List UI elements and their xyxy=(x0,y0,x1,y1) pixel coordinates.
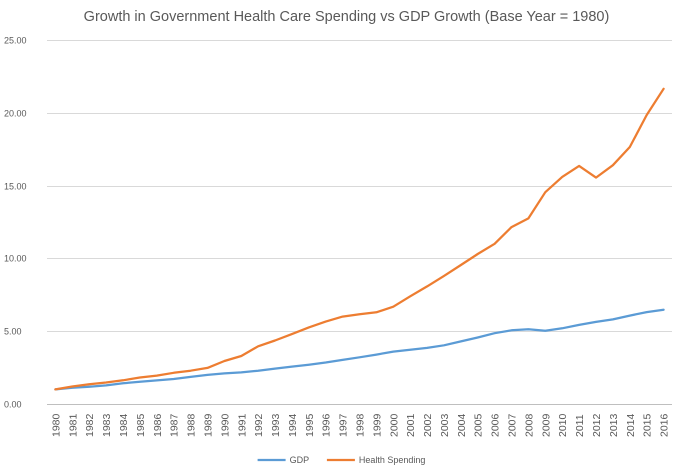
x-tick-label: 2000 xyxy=(388,413,400,437)
y-tick-label: 5.00 xyxy=(4,327,22,337)
x-tick-label: 2010 xyxy=(557,413,569,437)
series-line-gdp xyxy=(54,308,665,391)
x-tick-label: 2004 xyxy=(456,413,468,437)
x-tick-label: 2011 xyxy=(574,414,586,437)
x-tick-label: 1988 xyxy=(186,413,198,437)
x-tick-label: 1981 xyxy=(67,413,79,437)
x-tick-label: 1983 xyxy=(101,413,113,437)
x-tick-label: 2013 xyxy=(608,413,620,437)
x-tick-label: 1985 xyxy=(135,413,147,437)
y-tick-label: 0.00 xyxy=(4,400,22,410)
x-tick-label: 2015 xyxy=(642,413,654,437)
x-tick-label: 1982 xyxy=(84,413,96,437)
y-tick-label: 10.00 xyxy=(4,254,27,264)
x-tick-label: 2005 xyxy=(473,413,485,437)
x-tick-label: 1991 xyxy=(236,413,248,437)
x-tick-label: 2006 xyxy=(490,413,502,437)
x-tick-label: 1984 xyxy=(118,413,130,437)
x-tick-label: 1995 xyxy=(304,413,316,437)
x-tick-label: 2003 xyxy=(439,413,451,437)
x-tick-label: 1992 xyxy=(253,413,265,437)
series-line-health-spending xyxy=(54,87,665,391)
x-tick-label: 2009 xyxy=(540,413,552,437)
x-tick-label: 1990 xyxy=(219,413,231,437)
x-tick-label: 2012 xyxy=(591,413,603,437)
y-tick-label: 15.00 xyxy=(4,182,27,192)
x-tick-label: 2016 xyxy=(659,413,671,437)
x-tick-label: 2014 xyxy=(625,413,637,437)
legend-label: Health Spending xyxy=(359,455,426,465)
x-tick-label: 2001 xyxy=(405,413,417,437)
x-tick-label: 1980 xyxy=(50,413,62,437)
x-tick-label: 1987 xyxy=(169,413,181,437)
x-tick-label: 1986 xyxy=(152,413,164,437)
x-tick-label: 1997 xyxy=(338,413,350,437)
x-tick-label: 1999 xyxy=(371,413,383,437)
x-tick-label: 1998 xyxy=(355,413,367,437)
x-tick-label: 1996 xyxy=(321,413,333,437)
x-tick-label: 1993 xyxy=(270,413,282,437)
x-tick-label: 1989 xyxy=(202,413,214,437)
x-tick-label: 2007 xyxy=(507,413,519,437)
chart-title: Growth in Government Health Care Spendin… xyxy=(83,9,610,25)
x-tick-label: 1994 xyxy=(287,413,299,437)
y-tick-label: 20.00 xyxy=(4,109,27,119)
x-tick-label: 2002 xyxy=(422,413,434,437)
x-tick-label: 2008 xyxy=(523,413,535,437)
y-tick-label: 25.00 xyxy=(4,36,27,46)
legend-label: GDP xyxy=(290,455,310,465)
